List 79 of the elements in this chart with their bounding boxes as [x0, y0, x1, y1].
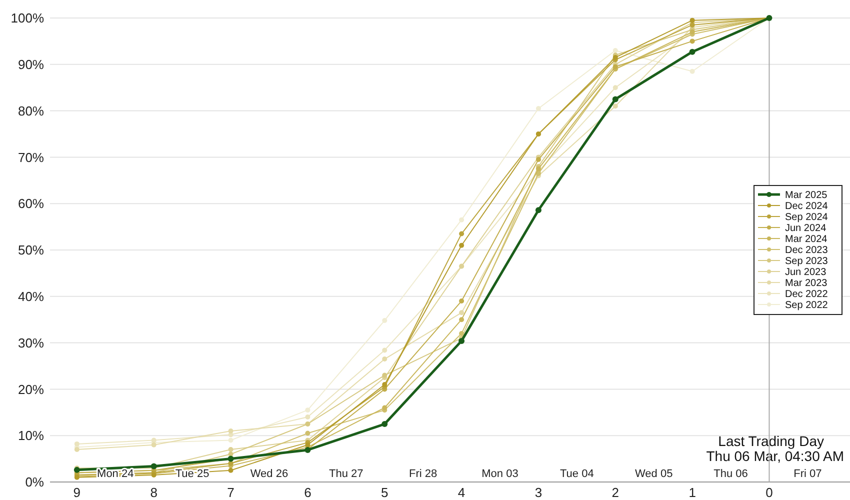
x-tick-label: 7	[227, 485, 234, 500]
legend-label: Jun 2024	[785, 223, 827, 234]
x-tick-label: 1	[688, 485, 696, 500]
x-tick-label: 9	[73, 485, 81, 500]
point	[459, 231, 464, 236]
point	[612, 104, 618, 109]
point	[305, 414, 310, 420]
point	[151, 438, 156, 443]
y-tick-label: 30%	[18, 335, 44, 350]
point	[459, 298, 464, 304]
point	[305, 408, 310, 413]
annotation: Mon 03	[482, 468, 518, 480]
y-tick-label: 80%	[18, 103, 44, 118]
point	[382, 348, 388, 353]
legend-label: Dec 2023	[785, 245, 828, 256]
y-tick-label: 40%	[18, 288, 44, 304]
point	[612, 96, 618, 102]
y-tick-label: 20%	[18, 382, 44, 397]
y-tick-label: 50%	[18, 242, 44, 258]
y-tick-label: 60%	[18, 196, 44, 212]
x-tick-label: 8	[150, 485, 158, 500]
point	[459, 242, 464, 248]
legend-label: Jun 2023	[785, 267, 827, 278]
legend-label: Mar 2023	[785, 278, 828, 289]
annotation: Fri 28	[409, 468, 438, 480]
legend-label: Sep 2022	[785, 300, 828, 311]
legend-label: Dec 2024	[785, 201, 828, 212]
point	[459, 317, 464, 322]
annotation: Thu 27	[329, 468, 364, 480]
point	[459, 310, 464, 316]
point	[228, 428, 234, 434]
point	[382, 318, 388, 324]
point	[228, 438, 234, 443]
legend-label: Mar 2024	[785, 234, 828, 245]
annotation: Tue 04	[560, 468, 594, 480]
point	[459, 217, 464, 222]
annotation: Thu 06	[714, 468, 748, 480]
point	[74, 447, 80, 452]
point	[689, 48, 696, 55]
y-tick-label: 70%	[18, 150, 44, 165]
y-tick-label: 100%	[10, 10, 44, 26]
point	[382, 372, 388, 378]
point	[612, 64, 618, 70]
legend-label: Sep 2024	[785, 212, 828, 223]
legend-label: Mar 2025	[785, 190, 828, 201]
point	[535, 207, 542, 214]
annotation: Last Trading Day Thu 06 Mar, 04:30 AM	[706, 433, 844, 464]
point	[690, 68, 695, 74]
point	[382, 405, 388, 410]
point	[228, 447, 234, 452]
point	[382, 421, 388, 427]
y-tick-label: 10%	[18, 428, 44, 444]
x-tick-label: 4	[458, 485, 466, 500]
x-tick-label: 5	[381, 485, 388, 500]
point	[536, 106, 541, 111]
point	[536, 157, 541, 162]
point	[459, 331, 464, 336]
legend-label: Dec 2022	[785, 289, 828, 300]
point	[382, 356, 388, 362]
point	[228, 468, 234, 473]
y-tick-label: 90%	[18, 56, 44, 72]
point	[612, 48, 618, 53]
annotation: Fri 07	[794, 468, 822, 480]
annotation: Wed 26	[250, 468, 288, 480]
point	[690, 18, 695, 23]
point	[458, 338, 465, 344]
x-tick-label: 6	[304, 485, 312, 500]
annotation: Wed 05	[634, 468, 673, 480]
point	[74, 441, 80, 446]
point	[536, 166, 541, 172]
point	[305, 430, 310, 436]
x-tick-label: 2	[612, 485, 619, 500]
x-tick-label: 3	[534, 485, 542, 500]
point	[150, 463, 157, 470]
point	[690, 38, 695, 44]
x-tick-label: 0	[766, 485, 773, 500]
point	[612, 85, 618, 90]
legend-label: Sep 2023	[785, 256, 828, 267]
y-tick-label: 0%	[25, 474, 44, 490]
